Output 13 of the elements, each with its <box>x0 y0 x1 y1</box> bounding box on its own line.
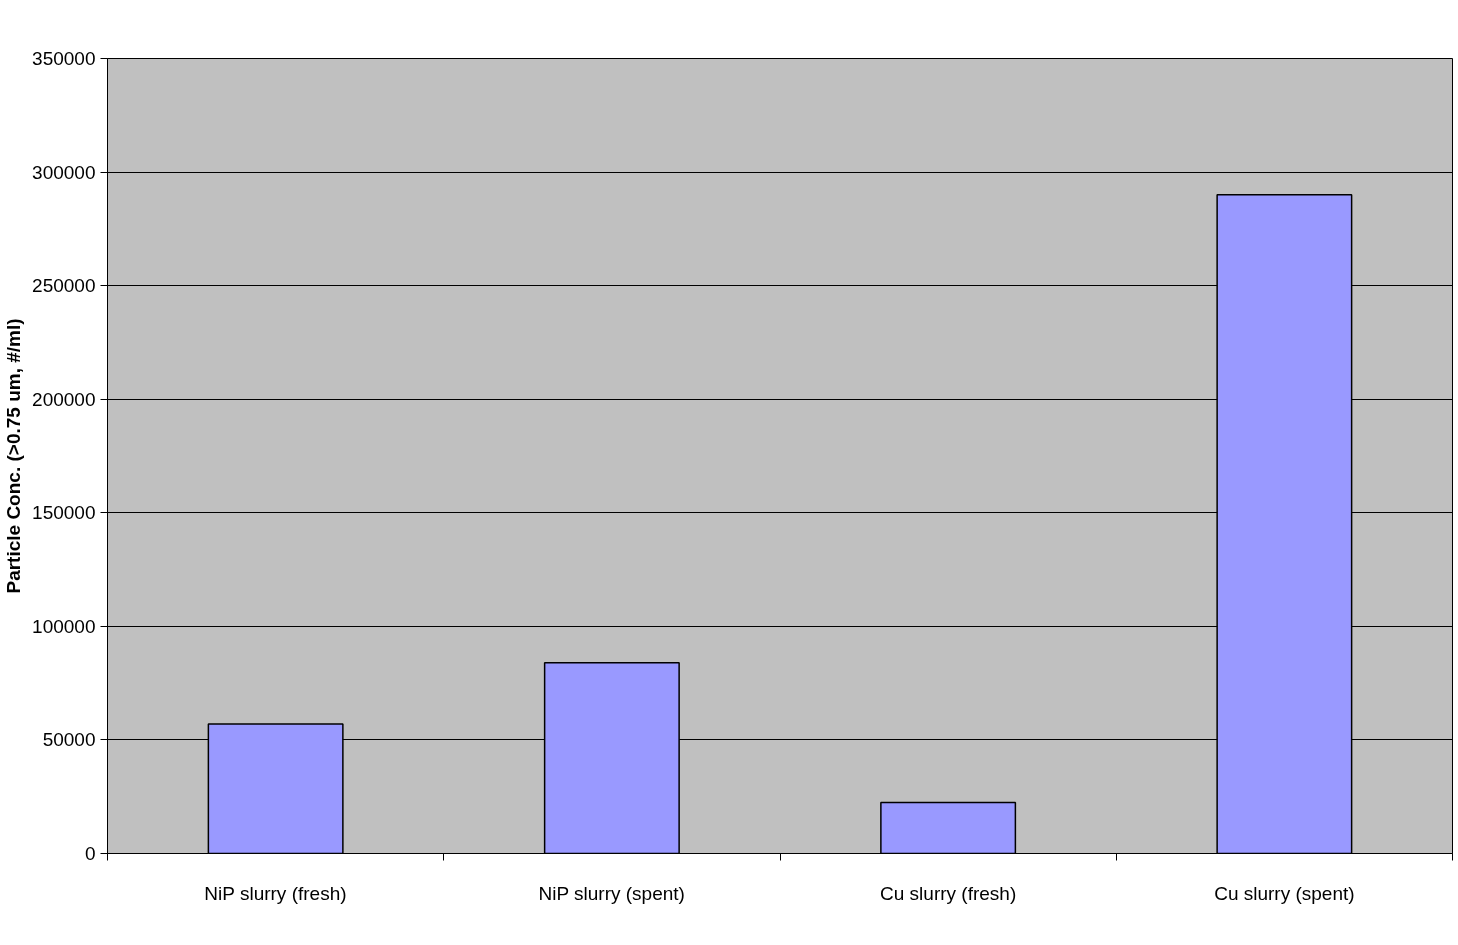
y-axis-title: Particle Conc. (>0.75 um, #/ml) <box>3 318 25 594</box>
y-tick-label: 100000 <box>32 615 96 637</box>
y-tick-label: 200000 <box>32 388 96 410</box>
y-tick-label: 150000 <box>32 502 96 524</box>
y-tick-label: 50000 <box>42 729 96 751</box>
y-tick-label: 250000 <box>32 275 96 297</box>
x-tick-label: Cu slurry (spent) <box>1214 882 1355 904</box>
x-tick-label: Cu slurry (fresh) <box>880 882 1017 904</box>
x-tick-label: NiP slurry (spent) <box>538 882 685 904</box>
y-tick-label: 350000 <box>32 48 96 69</box>
x-tick-label: NiP slurry (fresh) <box>204 882 347 904</box>
y-tick-label: 0 <box>84 843 96 864</box>
y-tick-label: 300000 <box>32 161 96 183</box>
